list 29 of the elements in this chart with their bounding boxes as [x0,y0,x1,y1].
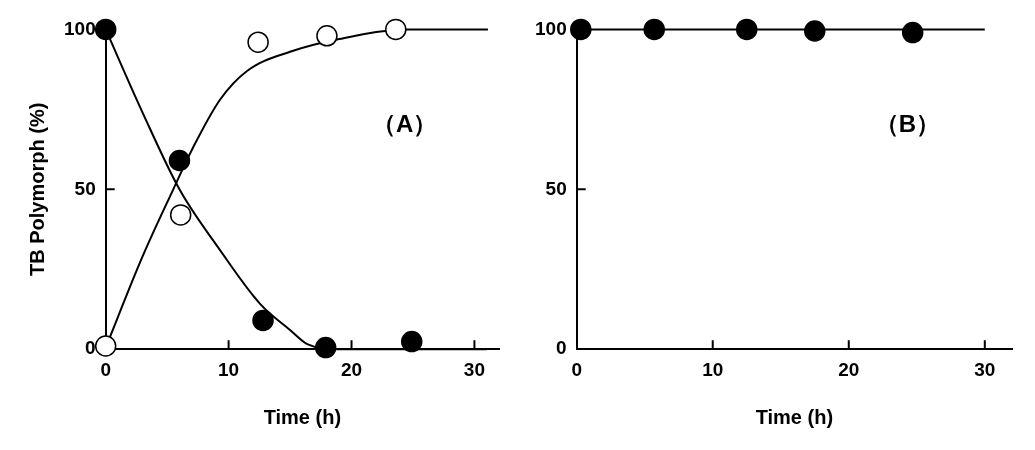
x-tick-label: 0 [571,358,582,380]
point [314,336,337,359]
y-tick-label: 0 [85,337,96,359]
x-tick-label: 20 [340,358,363,380]
point [247,31,269,53]
x-tick-label: 10 [702,358,724,380]
y-axis-title: TB Polymorph (%) [25,102,48,276]
point [400,330,423,353]
annotation: （A） [371,109,438,137]
point [94,18,117,41]
x-axis-title: Time (h) [263,405,342,428]
x-tick-label: 20 [838,358,860,380]
x-tick-label: 0 [100,358,111,380]
annotation: （B） [874,109,941,137]
y-tick-label: 50 [74,177,96,199]
point [385,18,407,41]
x-tick-label: 30 [974,358,996,380]
x-tick-label: 10 [218,358,240,380]
point [169,204,192,226]
y-tick-label: 100 [535,17,567,39]
point [94,335,117,357]
x-tick-label: 30 [463,358,485,380]
point [316,25,338,47]
y-tick-label: 100 [64,17,96,39]
y-tick-label: 0 [556,337,567,359]
y-tick-label: 50 [545,177,567,199]
x-axis-title: Time (h) [755,405,834,428]
point [252,309,274,332]
point [168,149,191,172]
